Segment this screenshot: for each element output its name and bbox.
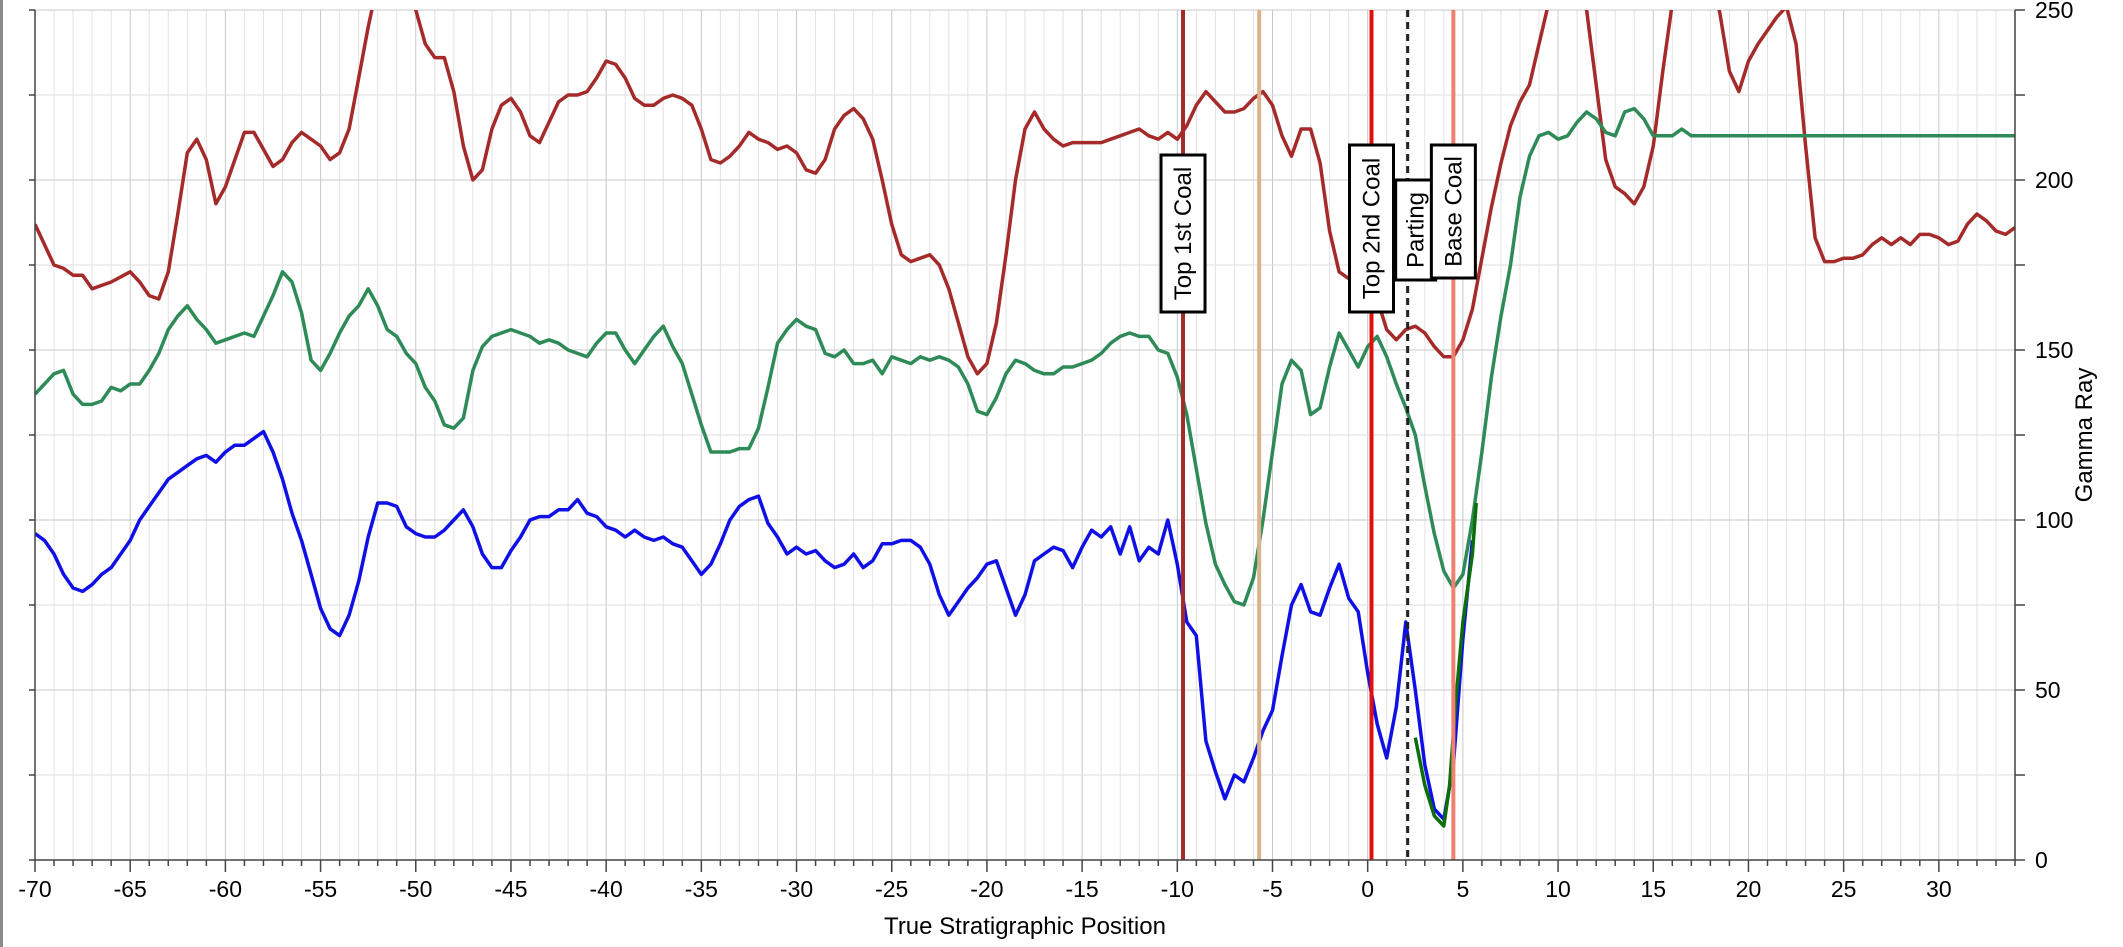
y-axis-title: Gamma Ray xyxy=(2071,368,2098,503)
marker-label-text: Top 1st Coal xyxy=(1170,167,1197,300)
x-tick-label: -65 xyxy=(114,876,147,902)
x-tick-label: -10 xyxy=(1161,876,1194,902)
x-tick-label: -15 xyxy=(1065,876,1098,902)
x-tick-label: 0 xyxy=(1361,876,1374,902)
series-line-green xyxy=(35,106,2015,607)
marker-label-box xyxy=(1429,143,1477,280)
marker-label-group-4: Base Coal xyxy=(1429,143,1477,280)
x-tick-label: 30 xyxy=(1926,876,1952,902)
series-line-blue xyxy=(35,429,1475,821)
y-tick-label: 0 xyxy=(2035,847,2048,873)
x-tick-label: 5 xyxy=(1456,876,1469,902)
x-tick-label: 15 xyxy=(1640,876,1666,902)
y-tick-label: 100 xyxy=(2035,507,2073,533)
y-tick-label: 150 xyxy=(2035,337,2073,363)
marker-label-box xyxy=(1348,143,1395,314)
data-series xyxy=(35,10,2015,828)
x-tick-label: -45 xyxy=(494,876,527,902)
x-tick-label: 25 xyxy=(1831,876,1857,902)
x-tick-label: -20 xyxy=(970,876,1003,902)
x-tick-label: -30 xyxy=(780,876,813,902)
x-tick-label: -5 xyxy=(1262,876,1282,902)
y-tick-label: 50 xyxy=(2035,677,2061,703)
series-line-red xyxy=(35,10,2015,376)
marker-label-group-2: Top 2nd Coal xyxy=(1348,143,1395,314)
y-tick-label: 200 xyxy=(2035,167,2073,193)
x-tick-label: -70 xyxy=(18,876,51,902)
marker-label-box xyxy=(1159,153,1207,314)
y-tick-label: 250 xyxy=(2035,0,2073,23)
x-tick-label: -55 xyxy=(304,876,337,902)
x-tick-label: -50 xyxy=(399,876,432,902)
x-tick-label: -35 xyxy=(685,876,718,902)
left-edge-border xyxy=(0,0,3,947)
marker-label-text: Top 2nd Coal xyxy=(1359,158,1386,299)
x-tick-label: 20 xyxy=(1736,876,1762,902)
marker-label-text: Base Coal xyxy=(1440,156,1467,267)
marker-label-group-3: Parting xyxy=(1394,178,1438,282)
x-tick-label: -60 xyxy=(209,876,242,902)
x-tick-label: -25 xyxy=(875,876,908,902)
x-tick-label: 10 xyxy=(1545,876,1571,902)
marker-label-group-0: Top 1st Coal xyxy=(1159,153,1207,314)
formation-markers: Top 1st Coal Parting Top 2nd Coal Base Coal xyxy=(1159,10,1477,860)
marker-label-text: Parting xyxy=(1403,192,1430,268)
axes: -70 -65 -60 -55 -50 -45 -40 -35 -30 -25 -20 -15 -10-… xyxy=(18,0,2073,902)
x-tick-label: -40 xyxy=(590,876,623,902)
x-axis-title: True Stratigraphic Position xyxy=(884,913,1166,940)
